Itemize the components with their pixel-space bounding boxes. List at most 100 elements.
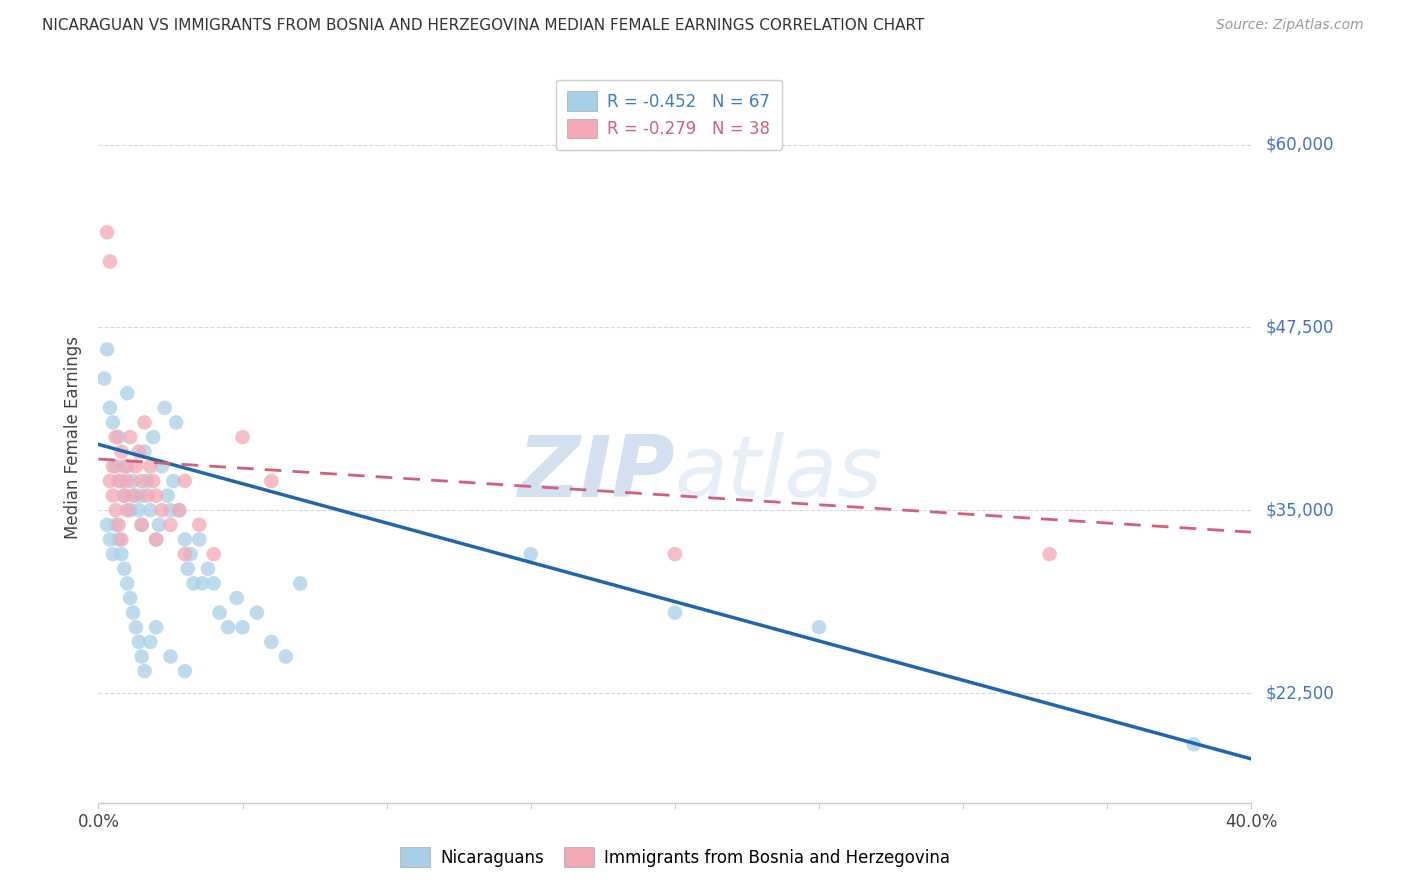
Point <box>101 547 124 561</box>
Point <box>139 459 162 474</box>
Point <box>807 620 830 634</box>
Point <box>225 591 247 605</box>
Point <box>664 606 686 620</box>
Point <box>167 503 190 517</box>
Point <box>1182 737 1205 751</box>
Point <box>260 474 283 488</box>
Text: $22,500: $22,500 <box>1265 684 1334 702</box>
Point <box>134 444 156 458</box>
Text: NICARAGUAN VS IMMIGRANTS FROM BOSNIA AND HERZEGOVINA MEDIAN FEMALE EARNINGS CORR: NICARAGUAN VS IMMIGRANTS FROM BOSNIA AND… <box>42 18 925 33</box>
Point <box>125 620 148 634</box>
Point <box>107 517 129 532</box>
Point <box>217 620 239 634</box>
Point <box>98 474 121 488</box>
Point <box>134 664 156 678</box>
Point <box>162 474 184 488</box>
Point <box>153 401 176 415</box>
Point <box>107 533 129 547</box>
Point <box>167 503 190 517</box>
Point <box>274 649 297 664</box>
Text: Source: ZipAtlas.com: Source: ZipAtlas.com <box>1216 18 1364 32</box>
Point <box>104 459 127 474</box>
Point <box>125 459 148 474</box>
Text: atlas: atlas <box>675 432 883 516</box>
Point <box>120 430 142 444</box>
Point <box>231 620 254 634</box>
Point <box>174 533 197 547</box>
Point <box>174 547 197 561</box>
Point <box>260 635 283 649</box>
Point <box>246 606 269 620</box>
Point <box>101 416 124 430</box>
Point <box>1038 547 1062 561</box>
Point <box>142 430 165 444</box>
Point <box>139 635 162 649</box>
Point <box>208 606 231 620</box>
Point <box>96 343 118 357</box>
Point <box>134 416 156 430</box>
Point <box>290 576 312 591</box>
Point <box>131 649 153 664</box>
Point <box>231 430 254 444</box>
Point <box>107 430 129 444</box>
Point <box>96 517 118 532</box>
Text: $60,000: $60,000 <box>1265 136 1334 153</box>
Point <box>120 591 142 605</box>
Point <box>183 576 205 591</box>
Point <box>112 562 135 576</box>
Point <box>188 533 211 547</box>
Point <box>148 517 170 532</box>
Point <box>136 474 159 488</box>
Point <box>125 489 148 503</box>
Point <box>128 635 150 649</box>
Point <box>110 474 132 488</box>
Point <box>145 533 167 547</box>
Point <box>104 430 127 444</box>
Point <box>131 517 153 532</box>
Point <box>128 444 150 458</box>
Point <box>120 503 142 517</box>
Point <box>117 576 138 591</box>
Point <box>107 474 129 488</box>
Point <box>174 474 197 488</box>
Y-axis label: Median Female Earnings: Median Female Earnings <box>65 335 83 539</box>
Point <box>145 620 167 634</box>
Point <box>202 576 225 591</box>
Point <box>145 533 167 547</box>
Point <box>122 489 145 503</box>
Point <box>112 489 135 503</box>
Point <box>131 474 153 488</box>
Legend: Nicaraguans, Immigrants from Bosnia and Herzegovina: Nicaraguans, Immigrants from Bosnia and … <box>392 839 957 875</box>
Point <box>159 649 181 664</box>
Point <box>117 474 138 488</box>
Point <box>117 459 138 474</box>
Point <box>96 225 118 239</box>
Point <box>98 254 121 268</box>
Point <box>122 606 145 620</box>
Point <box>98 533 121 547</box>
Point <box>136 489 159 503</box>
Point <box>93 371 115 385</box>
Point <box>159 503 181 517</box>
Point <box>112 489 135 503</box>
Point <box>110 547 132 561</box>
Point <box>165 416 187 430</box>
Point <box>197 562 219 576</box>
Point <box>142 474 165 488</box>
Point <box>159 517 181 532</box>
Point <box>117 386 138 401</box>
Point <box>150 459 173 474</box>
Point <box>128 503 150 517</box>
Point <box>180 547 202 561</box>
Text: ZIP: ZIP <box>517 432 675 516</box>
Point <box>112 459 135 474</box>
Text: $35,000: $35,000 <box>1265 501 1334 519</box>
Point <box>104 517 127 532</box>
Point <box>202 547 225 561</box>
Point <box>191 576 214 591</box>
Point <box>177 562 200 576</box>
Point <box>131 489 153 503</box>
Point <box>150 503 173 517</box>
Point <box>131 517 153 532</box>
Point <box>110 533 132 547</box>
